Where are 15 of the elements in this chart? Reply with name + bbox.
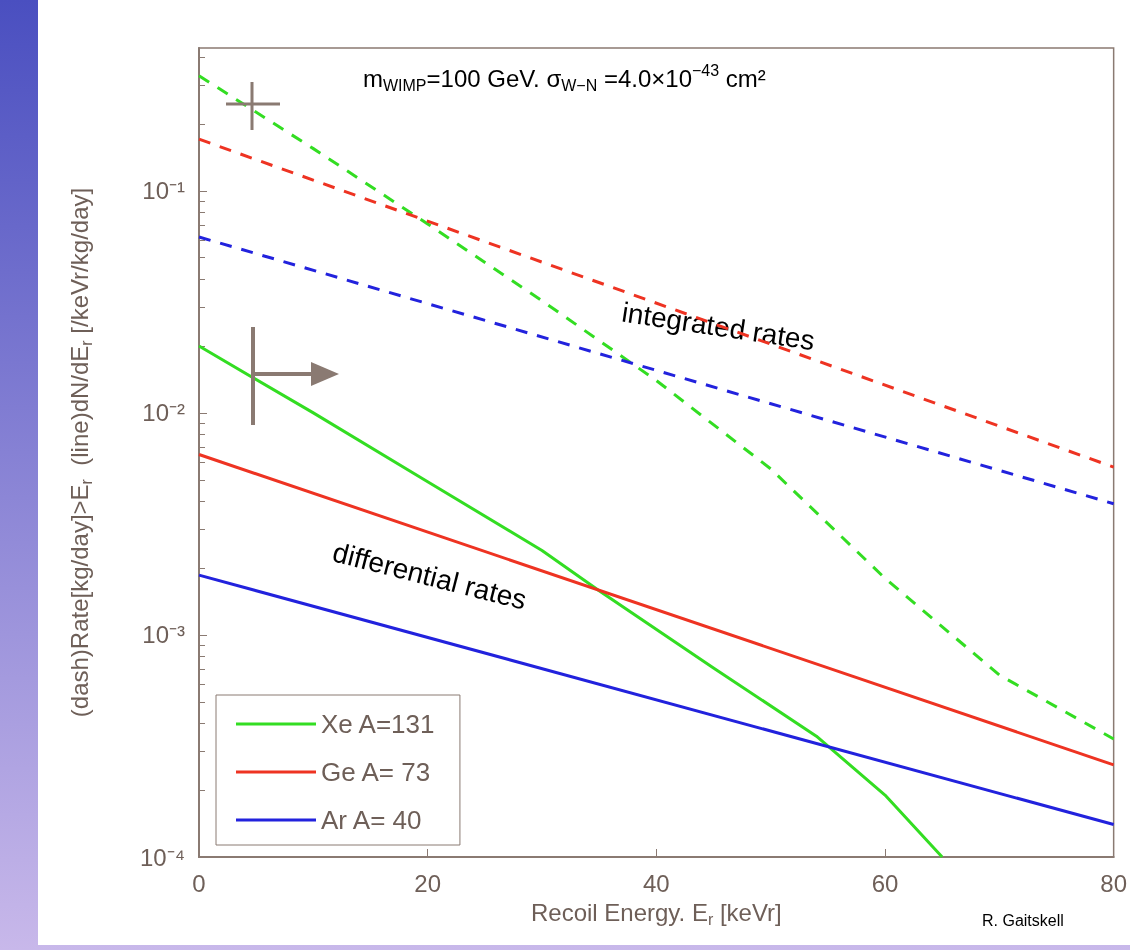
- x-tick-label: 20: [414, 869, 442, 897]
- x-tick-label: 80: [1100, 869, 1127, 897]
- y-tick-label: 10⁻⁴: [139, 843, 185, 871]
- legend-label: Ge A= 73: [321, 757, 431, 787]
- x-tick-label: 40: [642, 869, 670, 897]
- legend-label: Ar A= 40: [321, 805, 422, 835]
- legend-label: Xe A=131: [321, 709, 435, 739]
- x-tick-label: 60: [871, 869, 899, 897]
- x-tick-label: 0: [192, 869, 206, 897]
- y-tick-label: 10⁻³: [142, 621, 186, 649]
- y-tick-label: 10⁻¹: [142, 177, 186, 205]
- annotation: integrated rates: [619, 296, 817, 357]
- y-axis-title: (dash)Rate[kg/day]>Er (line)dN/dEr [/keVr/kg/day]: [65, 187, 95, 718]
- text: R. Gaitskell: [982, 911, 1064, 929]
- y-tick-label: 10⁻²: [142, 399, 186, 427]
